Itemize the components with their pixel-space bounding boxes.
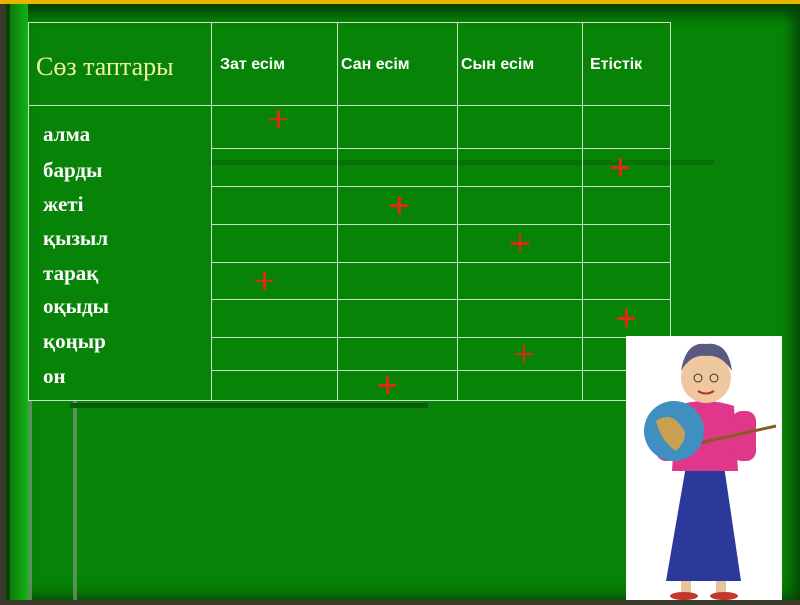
plus-mark-icon: [255, 271, 273, 290]
plus-mark-icon: [617, 309, 635, 327]
table-cell: [211, 299, 338, 338]
decorative-line: [210, 160, 714, 165]
table-cell: [211, 337, 338, 371]
decorative-line: [28, 400, 32, 600]
table-cell: [457, 186, 583, 225]
table-cell: [457, 262, 583, 300]
decorative-line: [73, 400, 77, 600]
table-cell: [337, 299, 458, 338]
table-cell: [211, 370, 338, 401]
plus-mark-icon: [378, 376, 396, 394]
table-cell: [211, 224, 338, 263]
column-header: Сан есім: [341, 56, 410, 73]
teacher-illustration: [626, 336, 782, 600]
table-cell: [582, 105, 671, 149]
column-header: Сын есім: [461, 56, 535, 73]
row-word: алма: [43, 122, 91, 146]
table-cell: [337, 370, 458, 401]
words-cell: [28, 105, 212, 401]
column-header: Етістік: [590, 56, 643, 73]
plus-mark-icon: [514, 344, 533, 363]
table-cell: [457, 105, 583, 149]
row-word: оқыды: [43, 294, 110, 318]
table-cell: [337, 224, 458, 263]
plus-mark-icon: [611, 158, 629, 176]
row-word: жеті: [43, 192, 84, 216]
top-accent-bar: [0, 0, 800, 4]
row-word: он: [43, 364, 66, 388]
row-word: қызыл: [43, 226, 109, 250]
column-header: Зат есім: [220, 56, 286, 73]
decorative-line: [70, 403, 428, 408]
table-cell: [457, 299, 583, 338]
table-cell: [582, 186, 671, 225]
table-cell: [211, 262, 338, 300]
table-cell: [337, 337, 458, 371]
decorative-strip: [10, 4, 28, 600]
table-cell: [337, 148, 458, 187]
row-word: қоңыр: [43, 329, 106, 353]
table-cell: [457, 370, 583, 401]
table-header-title: Сөз таптары: [36, 52, 174, 81]
table-cell: [211, 148, 338, 187]
plus-mark-icon: [390, 196, 408, 214]
table-cell: [211, 186, 338, 225]
table-cell: [457, 148, 583, 187]
row-word: барды: [43, 158, 103, 182]
table-cell: [582, 224, 671, 263]
table-cell: [582, 262, 671, 300]
plus-mark-icon: [269, 109, 287, 128]
row-word: тарақ: [43, 261, 99, 285]
table-cell: [337, 262, 458, 300]
table-cell: [337, 105, 458, 149]
plus-mark-icon: [510, 234, 529, 252]
